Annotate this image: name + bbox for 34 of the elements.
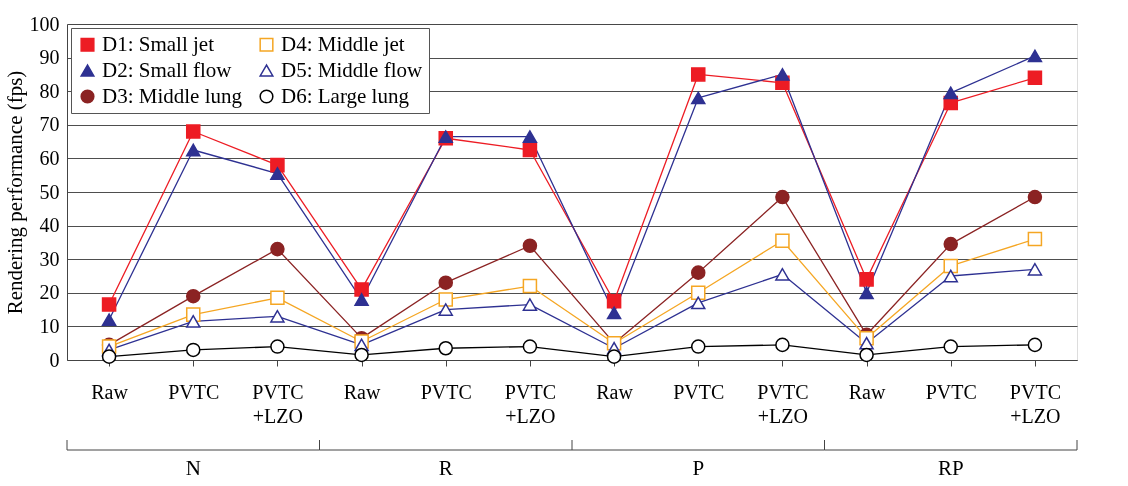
x-tick-label: Raw xyxy=(91,380,129,403)
x-tick-label: Raw xyxy=(596,380,634,403)
x-tick-label: PVTC +LZO xyxy=(252,380,304,427)
text: RP xyxy=(937,456,964,480)
x-tick-label: PVTC xyxy=(673,380,725,403)
y-tick-label: 0 xyxy=(49,348,60,371)
y-tick-label: 100 xyxy=(29,12,60,35)
x-tick-label: Raw xyxy=(343,380,381,403)
legend-label: D6: Large lung xyxy=(281,83,410,108)
text: R xyxy=(438,456,453,480)
y-tick-label: 10 xyxy=(39,314,60,337)
legend-label: D2: Small flow xyxy=(102,57,233,82)
text: N xyxy=(185,456,201,480)
y-tick-label: 60 xyxy=(39,146,60,169)
y-axis-title: Rendering performance (fps) xyxy=(2,70,27,315)
y-tick-label: 80 xyxy=(39,79,60,102)
x-tick-label: PVTC xyxy=(168,380,220,403)
legend-label: D5: Middle flow xyxy=(281,57,423,82)
y-tick-label: 30 xyxy=(39,247,60,270)
x-tick-label: Raw xyxy=(848,380,886,403)
y-tick-label: 40 xyxy=(39,214,60,237)
y-tick-label: 50 xyxy=(39,180,60,203)
x-tick-label: PVTC +LZO xyxy=(504,380,556,427)
x-tick-label: PVTC +LZO xyxy=(1009,380,1061,427)
legend-label: D1: Small jet xyxy=(102,31,215,56)
x-tick-label: PVTC xyxy=(420,380,472,403)
y-tick-label: 20 xyxy=(39,281,60,304)
legend-label: D3: Middle lung xyxy=(102,83,243,108)
x-tick-label: PVTC xyxy=(925,380,977,403)
legend-label: D4: Middle jet xyxy=(281,31,405,56)
text: P xyxy=(692,456,705,480)
y-tick-label: 90 xyxy=(39,46,60,69)
x-tick-label: PVTC +LZO xyxy=(757,380,809,427)
y-tick-label: 70 xyxy=(39,113,60,136)
